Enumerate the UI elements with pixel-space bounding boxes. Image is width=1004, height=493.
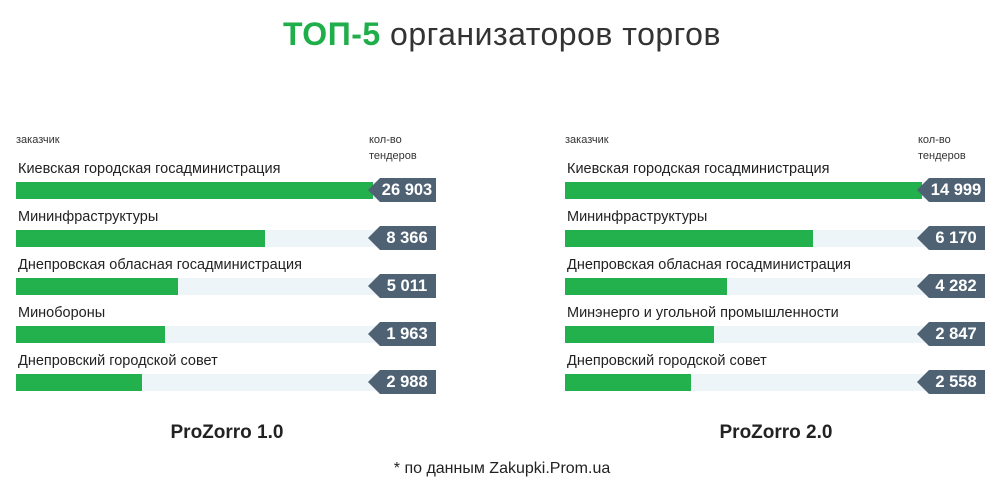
value-badge: 5 011 [368,274,436,298]
bar-row: Мининфраструктуры 6 170 [565,208,995,256]
column-header-customer: заказчик [565,134,609,146]
bar [16,374,142,391]
bar [565,326,714,343]
bar [565,278,727,295]
bar [16,278,178,295]
value-badge: 2 558 [917,370,985,394]
page-title: ТОП-5 организаторов торгов [0,14,1004,54]
category-label: Мининфраструктуры [567,209,708,225]
category-label: Киевская городская госадминистрация [18,161,281,177]
bar [16,182,373,199]
category-label: Киевская городская госадминистрация [567,161,830,177]
value-badge: 4 282 [917,274,985,298]
value-badge: 8 366 [368,226,436,250]
category-label: Днепровский городской совет [567,353,767,369]
bar [565,230,813,247]
bar [16,230,265,247]
footnote: * по данным Zakupki.Prom.ua [393,460,611,477]
value-badge: 1 963 [368,322,436,346]
chart-title-prozorro-2: ProZorro 2.0 [719,422,833,443]
chart-panel-prozorro-1: заказчик кол-во тендеров Киевская городс… [16,130,446,400]
bar-row: Киевская городская госадминистрация 14 99… [565,160,995,208]
bar-row: Минэнерго и угольной промышленности 2 847 [565,304,995,352]
bar [16,326,165,343]
category-label: Мининфраструктуры [18,209,159,225]
bar [565,182,922,199]
column-header-customer: заказчик [16,134,60,146]
title-accent: ТОП-5 [283,16,381,52]
value-badge: 26 903 [368,178,436,202]
bar-row: Мининфраструктуры 8 366 [16,208,446,256]
category-label: Днепровский городской совет [18,353,218,369]
value-badge: 2 847 [917,322,985,346]
category-label: Днепровская обласная госадминистрация [567,257,851,273]
chart-title-prozorro-1: ProZorro 1.0 [170,422,284,443]
bar [565,374,691,391]
value-badge: 6 170 [917,226,985,250]
title-rest: организаторов торгов [390,16,721,52]
bar-row: Киевская городская госадминистрация 26 90… [16,160,446,208]
category-label: Минэнерго и угольной промышленности [567,305,839,321]
chart-panel-prozorro-2: заказчик кол-во тендеров Киевская городс… [565,130,995,400]
category-label: Минобороны [18,305,106,321]
value-badge: 14 999 [917,178,985,202]
bar-row: Минобороны 1 963 [16,304,446,352]
bar-row: Днепровская обласная госадминистрация 4 2… [565,256,995,304]
bar-row: Днепровский городской совет 2 988 [16,352,446,400]
column-header-count: кол-во тендеров [918,134,966,162]
category-label: Днепровская обласная госадминистрация [18,257,302,273]
value-badge: 2 988 [368,370,436,394]
bar-row: Днепровский городской совет 2 558 [565,352,995,400]
bar-row: Днепровская обласная госадминистрация 5 0… [16,256,446,304]
column-header-count: кол-во тендеров [369,134,417,162]
